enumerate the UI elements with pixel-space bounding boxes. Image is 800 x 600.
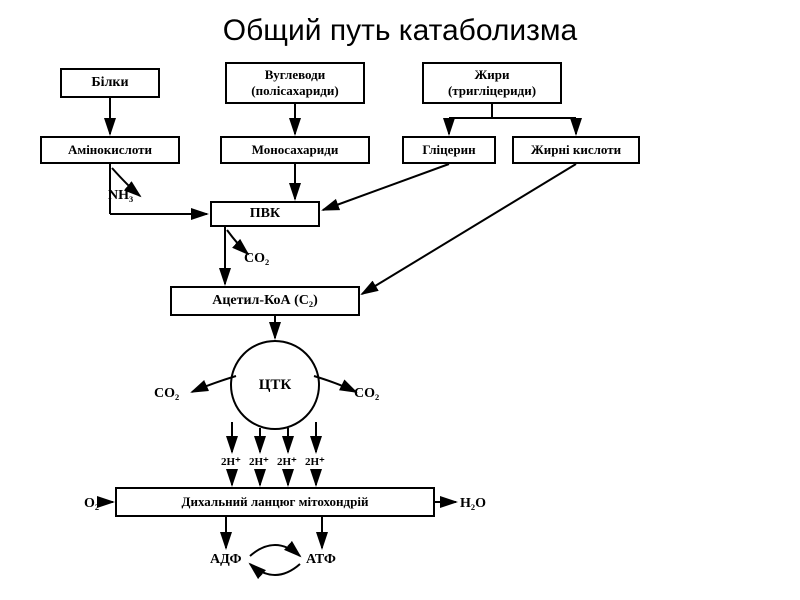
node-proteins: Білки [60,68,160,98]
label-nh3: NH₃ [108,188,133,204]
label-adp: АДФ [210,552,242,568]
label-co2-a: CO₂ [244,251,269,267]
node-glycerol: Гліцерин [402,136,496,164]
label-2h-2: 2H⁺ [249,455,269,468]
node-tca: ЦТК [230,340,320,430]
label-atp: АТФ [306,552,336,568]
label-2h-1: 2H⁺ [221,455,241,468]
label-co2-left: CO₂ [154,386,179,402]
label-o2: O₂ [84,496,99,512]
node-fats: Жири (тригліцериди) [422,62,562,104]
node-mono: Моносахариди [220,136,370,164]
label-2h-4: 2H⁺ [305,455,325,468]
label-2h-3: 2H⁺ [277,455,297,468]
node-amino: Амінокислоти [40,136,180,164]
node-etc: Дихальний ланцюг мітохондрій [115,487,435,517]
node-fattyacid: Жирні кислоти [512,136,640,164]
page-title: Общий путь катаболизма [0,14,800,48]
node-pvk: ПВК [210,201,320,227]
node-carbs: Вуглеводи (полісахариди) [225,62,365,104]
label-co2-right: CO₂ [354,386,379,402]
label-h2o: H₂O [460,496,486,512]
node-acetyl: Ацетил-КоА (C₂) [170,286,360,316]
